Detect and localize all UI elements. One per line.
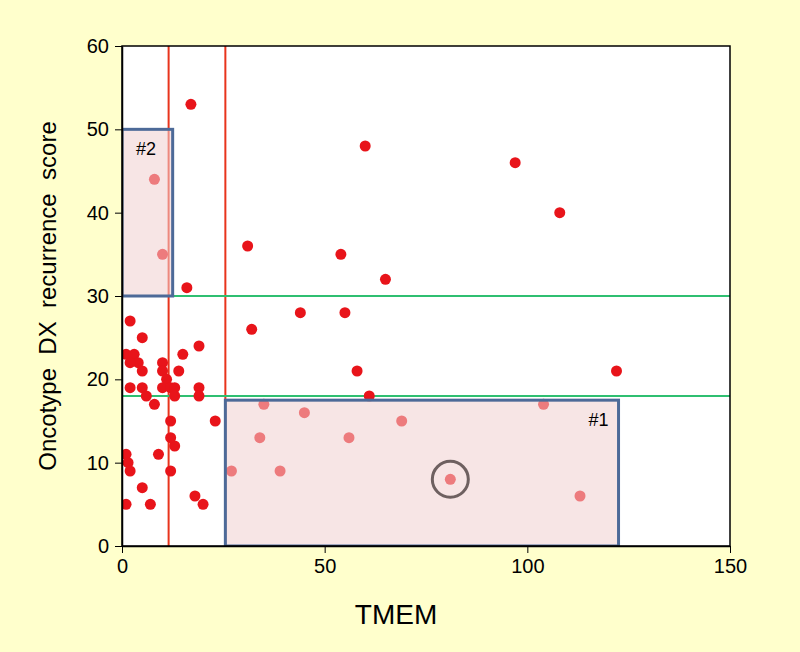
data-point (177, 349, 188, 360)
chart: #1 #2 0 50 100 150 0 10 20 30 40 50 60 TMEM Oncotype D… (0, 0, 800, 652)
data-point (246, 324, 257, 335)
x-tick-label: 0 (117, 555, 128, 577)
x-tick-label: 150 (714, 555, 747, 577)
x-tick: 100 (511, 546, 544, 577)
reference-line-horizontal (122, 395, 730, 397)
data-point (611, 366, 622, 377)
data-point (360, 141, 371, 152)
region-box (122, 129, 173, 296)
y-tick-label: 40 (87, 202, 109, 224)
data-point (122, 499, 132, 510)
plot: #1 #2 0 50 100 150 0 10 20 30 40 50 60 (87, 35, 747, 577)
y-axis: 0 10 20 30 40 50 60 (87, 35, 123, 557)
region-labels: #1 #2 (136, 139, 609, 430)
data-point (137, 482, 148, 493)
data-point (169, 391, 180, 402)
y-tick-mark (115, 213, 122, 214)
data-point (210, 416, 221, 427)
data-point (295, 307, 306, 318)
data-point (125, 466, 136, 477)
x-tick-mark (730, 546, 731, 553)
data-point (149, 399, 160, 410)
y-axis-title: Oncotype DX recurrence score (34, 121, 61, 470)
highlight-ring (432, 461, 468, 497)
y-tick-label: 0 (98, 535, 109, 557)
y-tick-mark (115, 46, 122, 47)
data-point (137, 366, 148, 377)
data-point (137, 332, 148, 343)
data-point (339, 307, 350, 318)
data-point (145, 499, 156, 510)
y-tick: 40 (87, 202, 122, 224)
data-point (125, 357, 136, 368)
data-point (335, 249, 346, 260)
data-point (165, 432, 176, 443)
y-tick: 0 (98, 535, 122, 557)
y-tick-mark (115, 296, 122, 297)
region-box (225, 400, 618, 546)
data-point (194, 391, 205, 402)
x-tick-mark (122, 546, 123, 553)
y-tick-mark (115, 129, 122, 130)
data-point (198, 499, 209, 510)
plot-frame (122, 46, 730, 546)
data-point (352, 366, 363, 377)
y-tick-label: 20 (87, 368, 109, 390)
y-tick-mark (115, 546, 122, 547)
x-tick: 0 (117, 546, 128, 577)
x-tick-mark (325, 546, 326, 553)
data-point (165, 466, 176, 477)
data-point (510, 157, 521, 168)
region-label: #2 (136, 139, 156, 159)
x-tick: 150 (714, 546, 747, 577)
x-axis: 0 50 100 150 (117, 546, 747, 577)
data-point (125, 316, 136, 327)
plot-background (122, 46, 730, 546)
x-tick-label: 100 (511, 555, 544, 577)
data-point (165, 416, 176, 427)
data-point (189, 491, 200, 502)
data-point (380, 274, 391, 285)
y-tick: 30 (87, 285, 122, 307)
plot-area (122, 46, 730, 546)
x-axis-line (123, 546, 731, 548)
y-tick-label: 10 (87, 452, 109, 474)
y-tick-mark (115, 463, 122, 464)
y-tick-label: 30 (87, 285, 109, 307)
y-tick-label: 50 (87, 118, 109, 140)
reference-line-horizontal (122, 295, 730, 297)
data-point (242, 241, 253, 252)
y-tick: 10 (87, 452, 122, 474)
region-label: #1 (589, 410, 609, 430)
y-tick: 50 (87, 118, 122, 140)
data-point (153, 449, 164, 460)
data-point (185, 99, 196, 110)
y-tick-mark (115, 379, 122, 380)
x-tick: 50 (314, 546, 336, 577)
x-tick-label: 50 (314, 555, 336, 577)
data-point (194, 341, 205, 352)
data-point (173, 366, 184, 377)
data-point (554, 207, 565, 218)
y-tick: 20 (87, 368, 122, 390)
x-tick-mark (527, 546, 528, 553)
y-tick-label: 60 (87, 35, 109, 57)
data-point (141, 391, 152, 402)
x-axis-title: TMEM (355, 599, 437, 630)
data-point (125, 382, 136, 393)
data-point (181, 282, 192, 293)
background (0, 0, 800, 652)
y-tick: 60 (87, 35, 122, 57)
